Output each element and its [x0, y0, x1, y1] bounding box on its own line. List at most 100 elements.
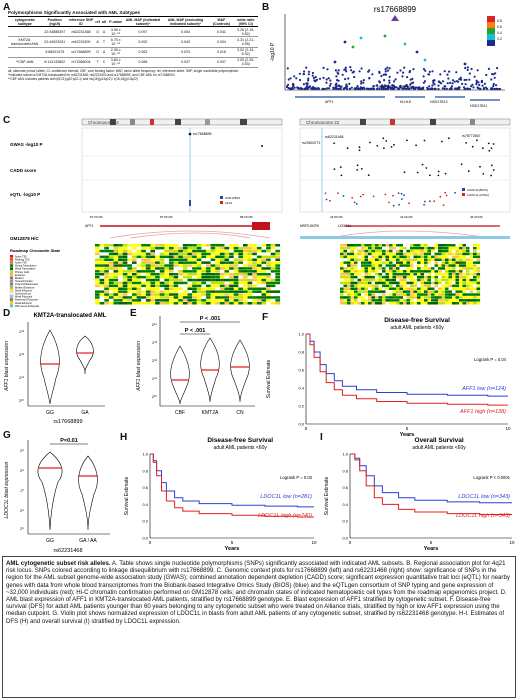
chromatin-cell — [261, 258, 267, 261]
snp-point — [326, 87, 329, 90]
snp-point — [362, 81, 365, 84]
chromatin-cell — [122, 296, 128, 299]
km-xlabel: Years — [400, 432, 415, 438]
chromatin-cell — [413, 264, 418, 267]
chromatin-cell — [118, 261, 123, 264]
chromatin-cell — [132, 249, 137, 253]
g-xlabel: rs62231468 — [53, 548, 82, 554]
chromatin-cell — [187, 244, 193, 247]
chromatin-cell — [371, 299, 376, 302]
chromatin-cell — [389, 244, 393, 247]
eqtl-legend-swatch — [462, 193, 465, 196]
chromatin-cell — [266, 275, 271, 279]
chromatin-cell — [261, 249, 267, 253]
chromatin-cell — [206, 290, 211, 293]
table-cell: 0.018 — [209, 47, 234, 58]
chromatin-cell — [145, 302, 151, 305]
chromatin-cell — [469, 267, 474, 270]
chromatin-cell — [445, 293, 449, 296]
chromatin-cell — [127, 293, 133, 296]
chromatin-cell — [224, 252, 230, 256]
chromatin-cell — [187, 273, 193, 276]
left-snp-label: rs17668899 — [193, 132, 212, 136]
chromatin-cell — [417, 258, 421, 261]
cadd-point — [340, 174, 343, 177]
panel-label-d: D — [3, 308, 11, 319]
chromatin-cell — [438, 258, 442, 261]
violin-ga — [76, 335, 94, 375]
chromatin-cell — [164, 296, 170, 299]
chromatin-cell — [455, 270, 460, 273]
chromatin-cell — [150, 278, 156, 282]
snp-point — [405, 84, 408, 88]
chromatin-cell — [406, 275, 411, 279]
chromatin-cell — [375, 273, 379, 276]
chromatin-cell — [469, 281, 474, 285]
chromatin-cell — [155, 278, 160, 282]
gwas-point — [471, 145, 474, 148]
chromatin-cell — [127, 264, 133, 267]
chromatin-cell — [392, 249, 397, 253]
chromatin-cell — [368, 255, 372, 259]
chromatin-cell — [431, 284, 435, 288]
snp-point — [444, 85, 447, 88]
gwas-point — [390, 146, 393, 148]
chromatin-cell — [392, 258, 397, 261]
snp-point — [328, 87, 331, 90]
chromatin-cell — [196, 273, 202, 276]
chromatin-cell — [378, 244, 383, 247]
chromatin-cell — [145, 252, 151, 256]
chromatin-cell — [145, 244, 151, 247]
chromatin-cell — [164, 267, 170, 270]
chromatin-cell — [399, 293, 404, 296]
chromatin-cell — [169, 278, 174, 282]
chromatin-cell — [270, 302, 276, 305]
chromatin-cell — [150, 249, 156, 253]
chromatin-cell — [392, 278, 397, 282]
chromatin-cell — [399, 249, 404, 253]
chromatin-cell — [410, 246, 414, 250]
chromatin-cell — [169, 284, 174, 288]
chromatin-cell — [455, 267, 460, 270]
chromatin-cell — [476, 267, 481, 270]
chromatin-cell — [410, 264, 414, 267]
state-label: Weak Enhancer — [15, 302, 32, 305]
gwas-point — [423, 139, 426, 142]
chromatin-cell — [136, 246, 142, 250]
chromatin-cell — [420, 261, 425, 264]
chromatin-cell — [219, 246, 225, 250]
chromatin-cell — [340, 281, 344, 285]
table-cell — [8, 26, 42, 38]
snp-point — [378, 80, 381, 83]
g-pvalue: P=0.01 — [60, 438, 78, 444]
snp-point — [369, 87, 372, 90]
chromatin-cell — [182, 296, 188, 299]
chromatin-cell — [256, 275, 262, 279]
snp-point — [339, 87, 342, 90]
chromatin-cell — [233, 284, 239, 288]
chromatin-cell — [247, 244, 253, 247]
chromatin-cell — [466, 273, 470, 276]
chromatin-cell — [361, 293, 365, 296]
chromatin-cell — [95, 296, 100, 299]
chromatin-cell — [441, 270, 446, 273]
y-tick: 2⁷ — [20, 488, 24, 493]
chromatin-cell — [375, 302, 379, 305]
chromatin-cell — [364, 287, 369, 290]
chromatin-cell — [169, 287, 174, 290]
chromatin-cell — [378, 275, 383, 279]
chromatin-cell — [371, 287, 376, 290]
chromatin-cell — [192, 284, 197, 288]
chromatin-cell — [375, 267, 379, 270]
chromatin-cell — [173, 287, 179, 290]
chromatin-cell — [145, 246, 151, 250]
state-label: ZNF Genes & Repeats — [15, 305, 40, 308]
chromatin-cell — [441, 267, 446, 270]
chromatin-cell — [462, 284, 467, 288]
snp-point — [487, 67, 490, 70]
chromatin-cell — [270, 249, 276, 253]
chromatin-cell — [145, 255, 151, 259]
chromatin-cell — [420, 296, 425, 299]
chromatin-cell — [173, 261, 179, 264]
snp-point — [423, 58, 427, 62]
